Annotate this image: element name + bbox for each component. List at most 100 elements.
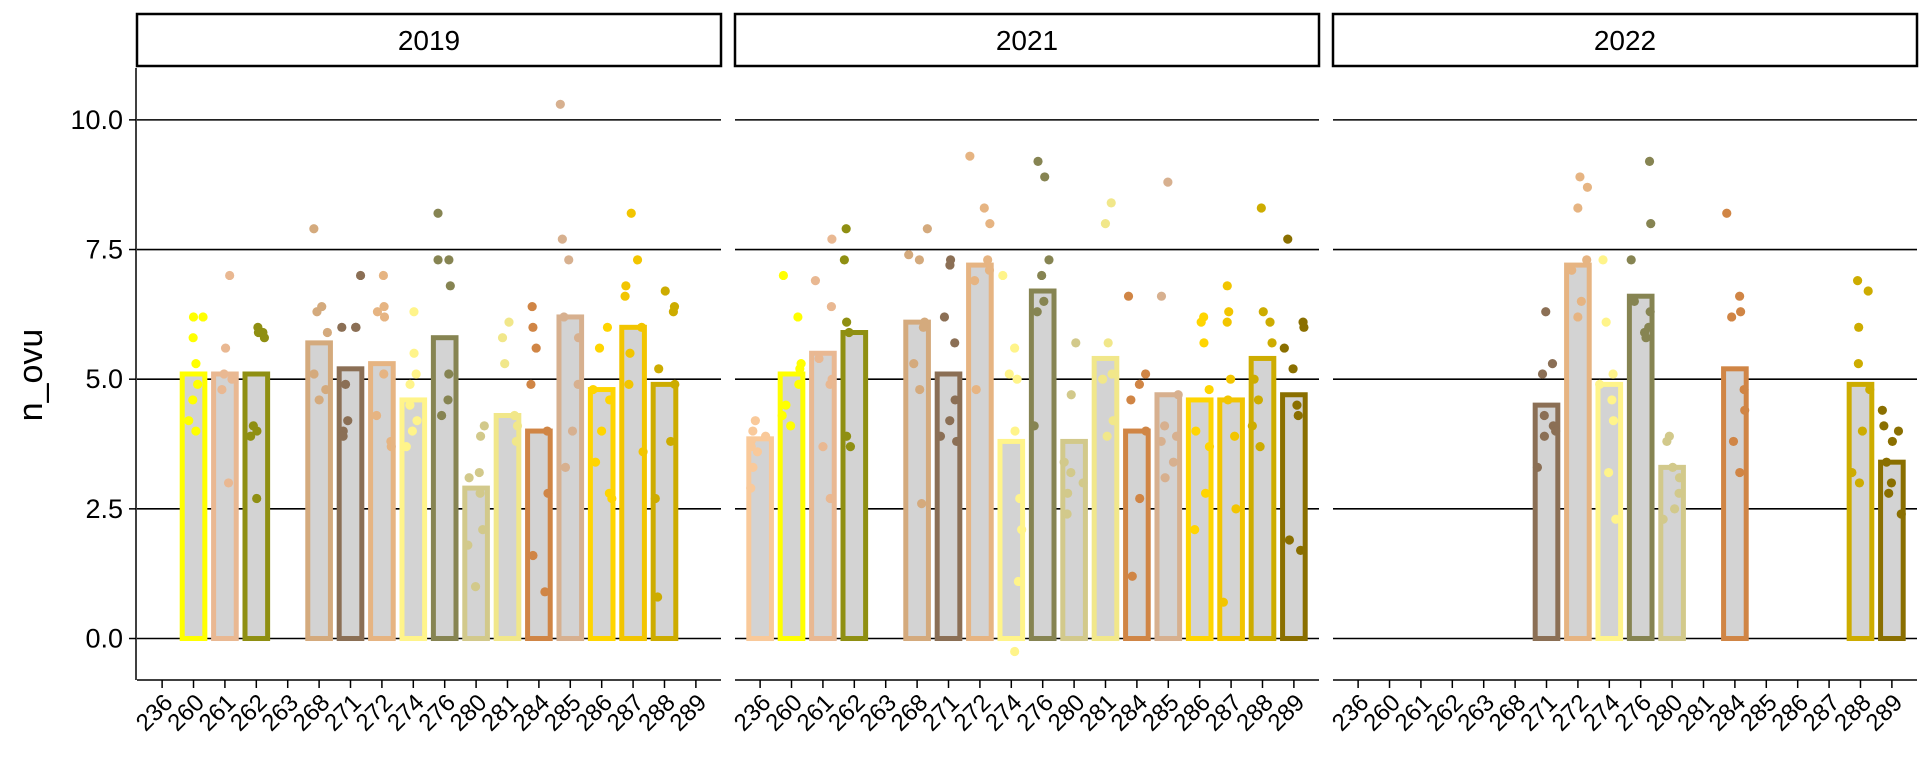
- data-point-276: [1040, 172, 1050, 182]
- bar-289: [1280, 392, 1308, 642]
- data-point-261: [227, 374, 237, 384]
- data-point-274: [407, 426, 417, 436]
- data-point-280: [1062, 509, 1072, 519]
- facet-panel-2021: 2021236260261262263268271272274276280281…: [729, 12, 1321, 737]
- bar-268: [903, 319, 931, 642]
- bar-288: [650, 381, 679, 642]
- bar-284: [1721, 366, 1749, 642]
- data-point-286: [588, 384, 598, 395]
- data-point-260: [793, 312, 803, 322]
- data-point-285: [1156, 436, 1166, 447]
- data-point-288: [1249, 374, 1259, 384]
- data-point-287: [1222, 281, 1232, 291]
- data-point-287: [1218, 597, 1228, 607]
- data-point-260: [191, 359, 201, 369]
- y-tick-label: 2.5: [85, 494, 123, 524]
- bar-271: [934, 371, 963, 642]
- data-point-280: [1066, 390, 1076, 400]
- data-point-281: [497, 333, 508, 343]
- data-point-271: [355, 270, 366, 281]
- data-point-274: [1010, 343, 1020, 353]
- data-point-284: [528, 322, 538, 332]
- data-point-276: [444, 369, 454, 379]
- data-point-274: [1595, 379, 1605, 389]
- data-point-284: [540, 587, 550, 597]
- bar-274: [399, 397, 428, 642]
- data-point-280: [478, 524, 488, 535]
- data-point-271: [945, 260, 955, 270]
- data-point-271: [1537, 369, 1548, 379]
- data-point-276: [1646, 218, 1656, 229]
- data-point-281: [1103, 338, 1113, 348]
- data-point-287: [638, 447, 648, 457]
- data-point-272: [983, 255, 993, 265]
- data-point-287: [620, 291, 630, 301]
- data-point-284: [527, 301, 537, 312]
- data-point-268: [321, 384, 331, 395]
- data-point-284: [1123, 291, 1134, 301]
- data-point-287: [621, 281, 631, 291]
- bar-285: [1154, 392, 1183, 642]
- data-point-276: [444, 255, 454, 265]
- data-point-280: [1658, 514, 1668, 524]
- data-point-272: [1582, 255, 1592, 265]
- data-point-284: [1735, 291, 1745, 301]
- data-point-274: [998, 270, 1008, 281]
- bar-274: [997, 438, 1026, 642]
- data-point-280: [475, 431, 486, 441]
- data-point-261: [219, 369, 229, 379]
- data-point-272: [386, 442, 396, 452]
- data-point-261: [223, 478, 234, 488]
- data-point-268: [309, 369, 319, 379]
- data-point-262: [245, 431, 256, 441]
- data-point-280: [1063, 488, 1073, 498]
- data-point-288: [1865, 384, 1875, 395]
- bar-271: [1532, 402, 1561, 642]
- data-point-280: [1078, 478, 1088, 488]
- bar-268: [305, 340, 333, 642]
- bar-271: [336, 366, 365, 642]
- data-point-284: [1739, 384, 1749, 395]
- data-point-285: [1173, 390, 1183, 400]
- data-point-262: [252, 426, 262, 436]
- data-point-236: [746, 483, 756, 493]
- data-point-274: [409, 307, 419, 317]
- data-point-276: [443, 395, 453, 405]
- data-point-287: [632, 255, 643, 265]
- data-point-288: [668, 307, 678, 317]
- data-point-271: [1539, 431, 1550, 441]
- data-point-271: [950, 395, 960, 405]
- bar-274: [1595, 381, 1624, 642]
- data-point-272: [379, 312, 390, 322]
- data-point-262: [841, 224, 851, 234]
- bar-280: [462, 485, 490, 642]
- data-point-285: [573, 379, 583, 389]
- data-point-274: [1004, 369, 1014, 379]
- data-point-262: [841, 431, 852, 441]
- data-point-272: [969, 276, 980, 286]
- data-point-274: [1010, 426, 1020, 436]
- data-point-286: [1199, 338, 1209, 348]
- data-point-262: [839, 255, 849, 265]
- data-point-276: [1626, 255, 1636, 265]
- data-point-281: [1107, 369, 1117, 379]
- data-point-271: [1541, 307, 1551, 317]
- data-point-268: [904, 250, 914, 260]
- data-point-274: [405, 400, 415, 410]
- data-point-288: [653, 592, 663, 602]
- data-point-285: [1160, 473, 1170, 483]
- data-point-276: [445, 281, 455, 291]
- data-point-236: [746, 442, 756, 452]
- data-point-281: [1098, 374, 1108, 384]
- data-point-285: [1156, 291, 1167, 301]
- data-point-272: [1573, 203, 1583, 213]
- y-axis-label: n_ovu: [12, 329, 50, 422]
- data-point-285: [557, 234, 567, 244]
- data-point-289: [1288, 364, 1298, 374]
- data-point-262: [844, 327, 854, 338]
- facet-strip: [1331, 12, 1919, 68]
- data-point-274: [1017, 524, 1027, 535]
- data-point-236: [750, 416, 760, 426]
- data-point-236: [752, 447, 763, 457]
- data-point-271: [1547, 359, 1558, 369]
